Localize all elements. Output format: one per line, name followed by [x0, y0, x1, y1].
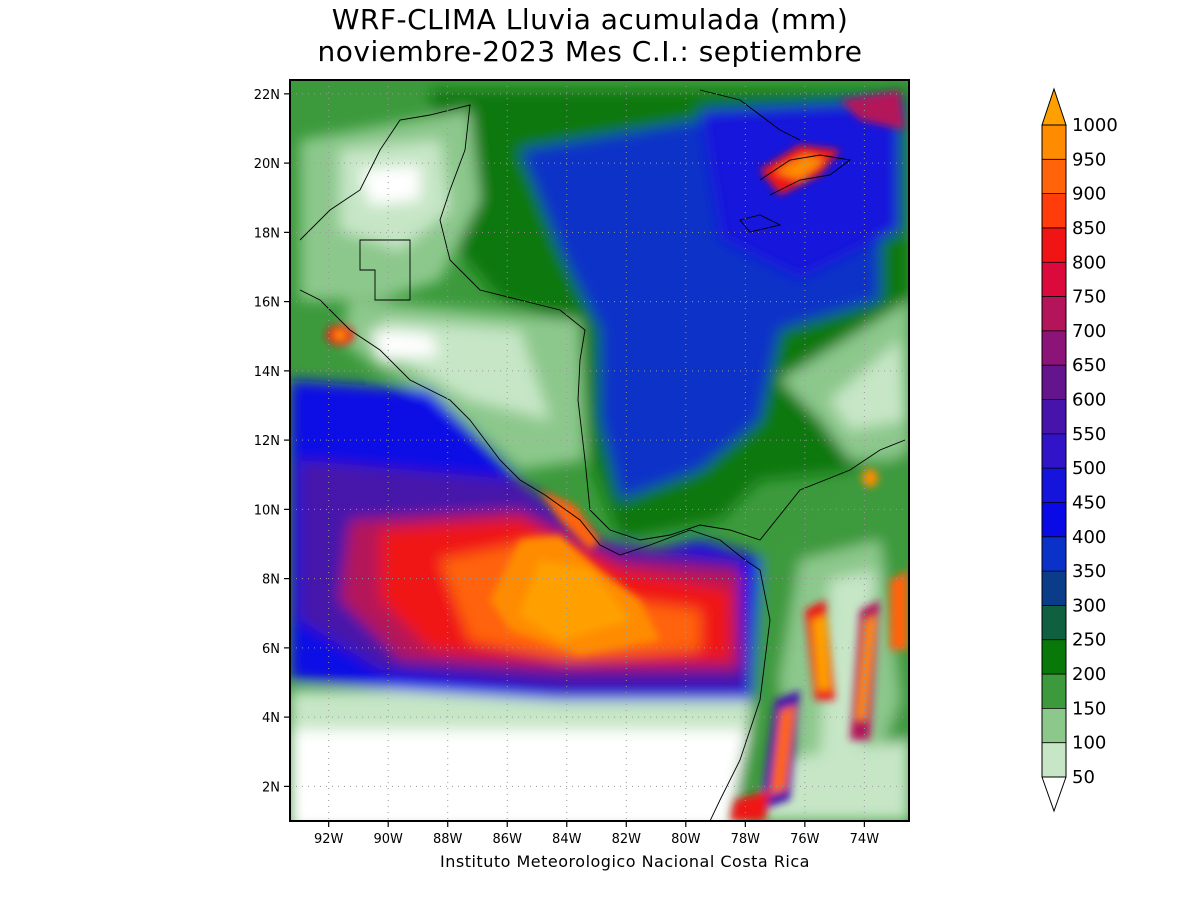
lon-tick-label: 78W — [731, 832, 761, 847]
colorbar-segment — [1042, 433, 1066, 469]
colorbar: 50 100 150 200 250 300 350 400 450 500 550 600 650 70… — [1041, 87, 1118, 813]
lat-tick-label: 18N — [254, 226, 280, 241]
lat-tick-label: 22N — [254, 88, 280, 103]
colorbar-label: 400 — [1072, 527, 1106, 548]
colorbar-label: 200 — [1072, 664, 1106, 685]
chart-title-line1: WRF-CLIMA Lluvia acumulada (mm) — [331, 3, 849, 36]
lon-tick-label: 76W — [790, 832, 820, 847]
colorbar-label: 100 — [1072, 733, 1106, 754]
colorbar-segment — [1042, 227, 1066, 263]
colorbar-segment — [1042, 674, 1066, 709]
colorbar-segment — [1042, 502, 1066, 537]
lon-tick-label: 92W — [314, 832, 344, 847]
colorbar-segment — [1042, 468, 1066, 503]
colorbar-segment — [1042, 262, 1066, 297]
colorbar-label: 900 — [1072, 184, 1106, 205]
lat-tick-label: 20N — [254, 157, 280, 172]
colorbar-label: 700 — [1072, 321, 1106, 342]
colorbar-segment — [1042, 193, 1066, 228]
colorbar-label: 300 — [1072, 595, 1106, 616]
colorbar-segment — [1042, 708, 1066, 743]
colorbar-segment — [1042, 536, 1066, 572]
colorbar-segment — [1042, 399, 1066, 434]
credit-line: Instituto Meteorologico Nacional Costa R… — [440, 852, 810, 871]
colorbar-label: 1000 — [1072, 115, 1118, 136]
colorbar-segment — [1042, 571, 1066, 606]
lon-tick-label: 84W — [552, 832, 582, 847]
colorbar-segment — [1042, 365, 1066, 400]
colorbar-label: 850 — [1072, 218, 1106, 239]
colorbar-label: 650 — [1072, 355, 1106, 376]
colorbar-label: 950 — [1072, 149, 1106, 170]
colorbar-segment — [1042, 296, 1066, 331]
lon-tick-label: 74W — [850, 832, 880, 847]
colorbar-segment — [1042, 125, 1066, 160]
lon-tick-label: 88W — [433, 832, 463, 847]
colorbar-underflow-arrow — [1041, 776, 1067, 813]
colorbar-segment — [1042, 639, 1066, 675]
colorbar-label: 800 — [1072, 252, 1106, 273]
lat-tick-label: 14N — [254, 365, 280, 380]
chart-title-line2: noviembre-2023 Mes C.I.: septiembre — [317, 35, 863, 68]
lat-tick-label: 12N — [254, 434, 280, 449]
colorbar-label: 50 — [1072, 767, 1095, 788]
colorbar-segment — [1042, 330, 1066, 366]
lon-tick-label: 90W — [374, 832, 404, 847]
colorbar-label: 150 — [1072, 698, 1106, 719]
colorbar-overflow-arrow — [1041, 87, 1067, 126]
colorbar-label: 550 — [1072, 424, 1106, 445]
lat-tick-label: 4N — [262, 711, 280, 726]
colorbar-label: 750 — [1072, 287, 1106, 308]
colorbar-label: 500 — [1072, 458, 1106, 479]
map-frame — [289, 79, 910, 822]
lon-tick-label: 82W — [612, 832, 642, 847]
colorbar-label: 350 — [1072, 561, 1106, 582]
lat-tick-label: 10N — [254, 503, 280, 518]
colorbar-label: 600 — [1072, 390, 1106, 411]
lon-tick-label: 80W — [671, 832, 701, 847]
precipitation-field — [290, 80, 909, 821]
lat-tick-label: 16N — [254, 296, 280, 311]
map-axes: 22N 20N 18N 16N 14N 12N 10N 8N 6N 4N 2N 92W 90W 88W 86… — [254, 88, 879, 847]
colorbar-segment — [1042, 605, 1066, 640]
lat-tick-label: 6N — [262, 642, 280, 657]
colorbar-label: 450 — [1072, 492, 1106, 513]
lon-tick-label: 86W — [493, 832, 523, 847]
lat-tick-label: 2N — [262, 780, 280, 795]
coastlines — [299, 89, 906, 821]
colorbar-label: 250 — [1072, 630, 1106, 651]
lat-tick-label: 8N — [262, 573, 280, 588]
colorbar-segment — [1042, 159, 1066, 194]
colorbar-segment — [1042, 742, 1066, 777]
